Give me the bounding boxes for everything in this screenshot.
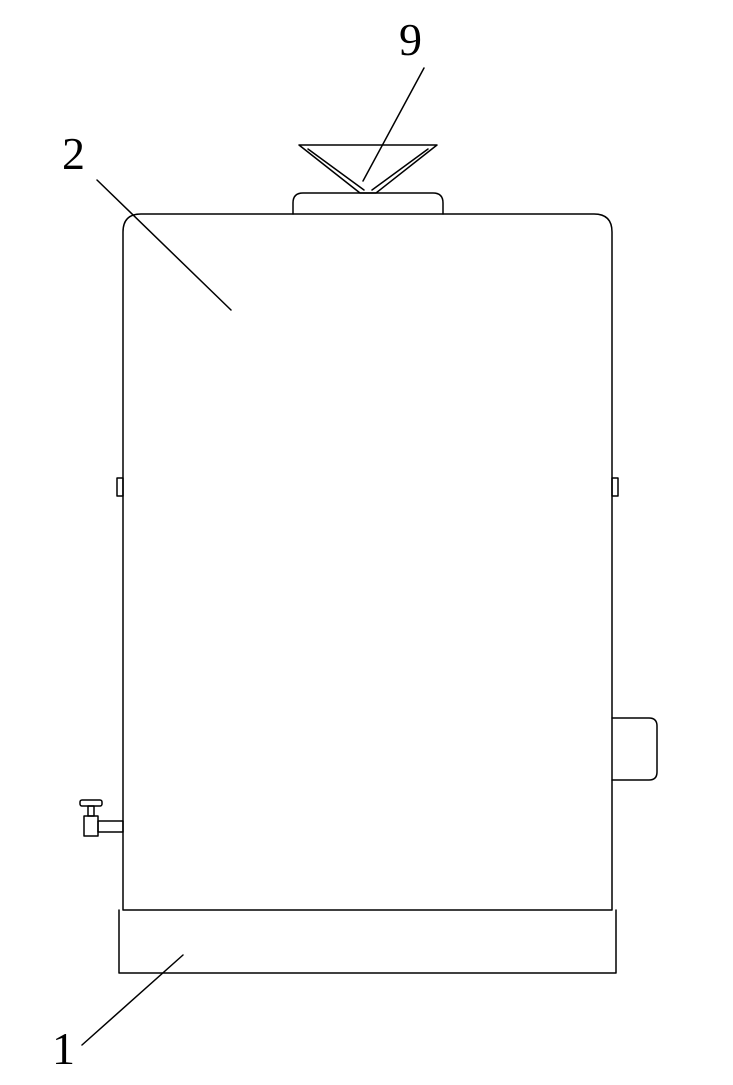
label-2: 2 [62,128,85,179]
leader-9 [363,68,424,181]
top-cap [293,193,443,214]
left-upper-tab [117,478,123,496]
funnel-outer [299,145,437,193]
leader-2 [97,180,231,310]
valve-body [84,816,98,836]
figure-diagram: 9 2 1 [0,0,733,1085]
funnel-inner-left [308,149,364,190]
label-9: 9 [399,14,422,65]
housing-body [123,214,612,910]
leader-1 [82,955,183,1045]
base-plate [119,910,616,973]
valve-stem [88,806,94,816]
valve-pipe [98,821,123,832]
funnel-inner-right [372,149,428,190]
valve-handle [80,800,102,806]
label-1: 1 [52,1023,75,1074]
right-upper-tab [612,478,618,496]
right-port [612,718,657,780]
